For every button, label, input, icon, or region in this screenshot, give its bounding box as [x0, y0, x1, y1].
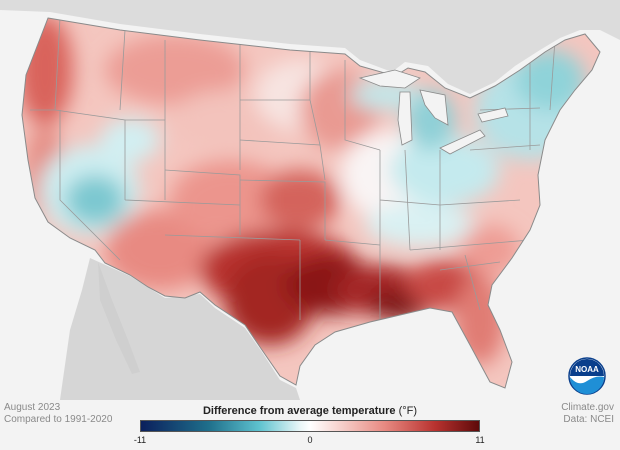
- lake-michigan: [397, 91, 413, 146]
- source-label: Climate.gov: [561, 402, 614, 413]
- legend-min-label: -11: [133, 435, 147, 445]
- state-borders: [30, 18, 556, 320]
- legend-color-bar: [140, 420, 480, 432]
- legend-unit: (°F): [398, 405, 418, 417]
- legend-title: Difference from average temperature (°F): [140, 405, 480, 417]
- temperature-anomaly-map: [0, 0, 620, 400]
- baseline-label: Compared to 1991-2020: [4, 414, 113, 425]
- legend-title-text: Difference from average temperature: [202, 405, 396, 417]
- us-outline: [21, 17, 601, 389]
- lake-superior: [358, 69, 421, 89]
- canada-land: [0, 0, 620, 94]
- noaa-logo-icon: NOAA: [568, 357, 606, 395]
- credits: Climate.gov Data: NCEI: [561, 402, 614, 426]
- great-lakes: [358, 69, 509, 155]
- date-label: August 2023: [4, 402, 61, 413]
- mexico-land: [60, 258, 300, 400]
- map-caption: August 2023 Compared to 1991-2020: [4, 402, 112, 426]
- noaa-logo-text: NOAA: [575, 365, 599, 374]
- lake-erie: [439, 129, 486, 155]
- baja-peninsula: [98, 262, 140, 374]
- legend-mid-label: 0: [307, 435, 313, 445]
- lake-huron: [419, 89, 449, 126]
- data-source-label: Data: NCEI: [563, 414, 614, 425]
- lake-ontario: [477, 107, 509, 123]
- legend-max-label: 11: [475, 435, 485, 445]
